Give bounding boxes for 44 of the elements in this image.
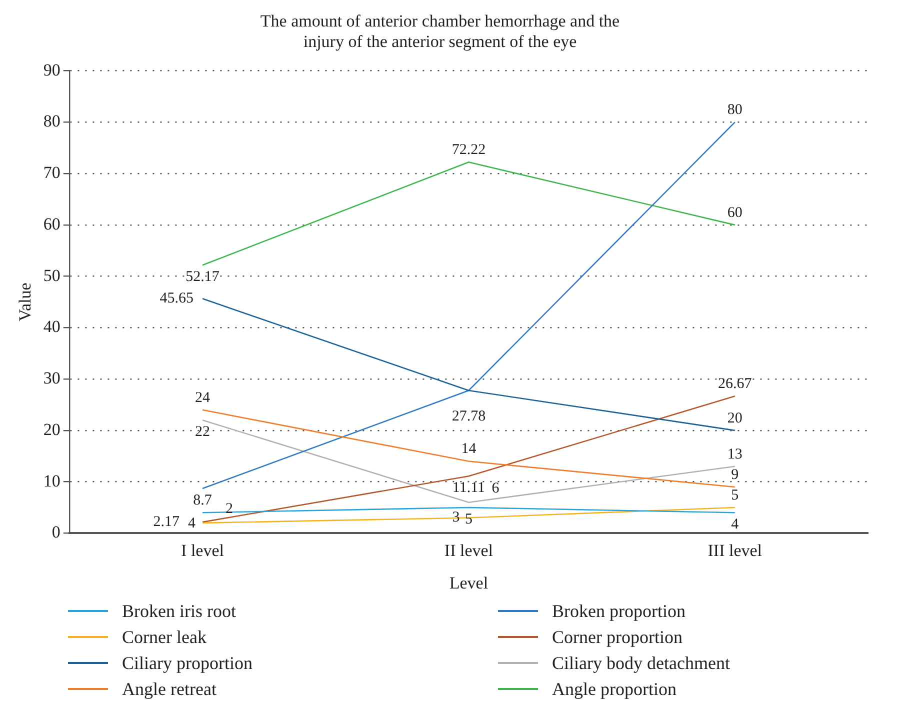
- y-tick-label: 10: [43, 471, 60, 490]
- x-axis-title: Level: [449, 573, 488, 592]
- data-label: 6: [492, 480, 500, 496]
- data-label: 26.67: [718, 376, 752, 392]
- x-tick-label: II level: [444, 540, 494, 560]
- data-label: 14: [461, 441, 477, 458]
- legend-label: Ciliary body detachment: [552, 652, 730, 674]
- y-tick-label: 20: [43, 420, 60, 439]
- data-label: 2.17: [153, 514, 180, 530]
- data-label: 52.17: [186, 269, 220, 286]
- legend-label: Angle proportion: [552, 678, 676, 700]
- data-label: 80: [727, 102, 742, 118]
- y-tick-label: 30: [43, 368, 60, 388]
- legend-label: Ciliary proportion: [122, 652, 252, 674]
- data-label: 24: [195, 390, 210, 406]
- data-label: 13: [727, 446, 742, 462]
- data-label: 27.78: [452, 408, 486, 424]
- data-label: 45.65: [160, 290, 194, 307]
- data-label: 60: [727, 204, 742, 221]
- legend-label: Broken proportion: [552, 600, 686, 622]
- data-label: 22: [195, 424, 210, 440]
- data-label: 72.22: [452, 142, 486, 158]
- chart-title: The amount of anterior chamber hemorrhage and the injury of the anterior segment of the eye: [260, 12, 620, 52]
- data-label: 9: [731, 466, 739, 483]
- data-label: 8.7: [193, 492, 212, 508]
- legend-label: Corner proportion: [552, 626, 682, 648]
- x-tick-label: I level: [181, 540, 224, 560]
- y-tick-label: 80: [43, 112, 60, 131]
- data-label: 5: [731, 487, 739, 504]
- data-label: 4: [731, 516, 740, 533]
- data-label: 20: [727, 410, 742, 426]
- data-label: 11.11: [452, 480, 486, 496]
- x-tick-label: III level: [708, 540, 762, 560]
- y-axis-title: Value: [16, 282, 35, 322]
- y-tick-label: 90: [43, 60, 60, 80]
- legend-label: Angle retreat: [122, 678, 216, 700]
- y-tick-label: 0: [52, 522, 60, 542]
- y-tick-label: 70: [43, 163, 60, 182]
- legend-label: Broken iris root: [122, 600, 236, 622]
- y-tick-label: 50: [43, 266, 60, 285]
- legend-label: Corner leak: [122, 626, 206, 648]
- y-tick-label: 60: [43, 214, 60, 234]
- data-label: 4: [188, 516, 196, 532]
- y-tick-label: 40: [43, 317, 60, 336]
